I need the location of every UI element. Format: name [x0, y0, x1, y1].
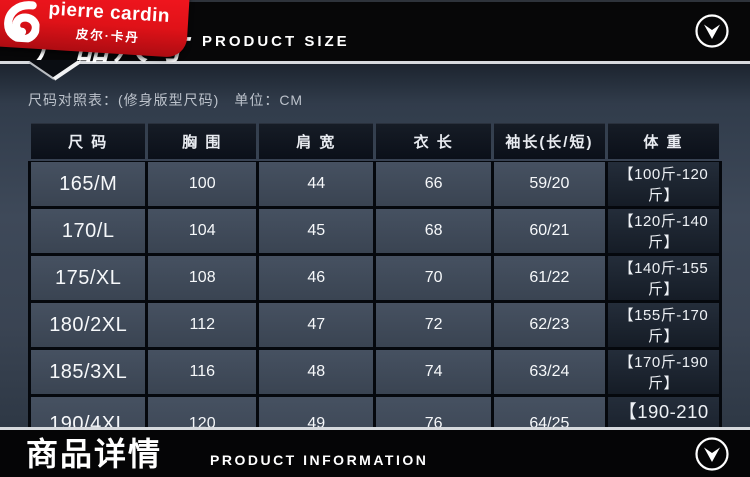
cell-size: 175/XL	[31, 256, 146, 300]
col-header-size: 尺 码	[31, 123, 146, 159]
cell-sleeve: 59/20	[493, 162, 605, 206]
cell-weight: 【140斤-155斤】	[607, 256, 719, 300]
table-row: 165/M 100 44 66 59/20 【100斤-120斤】	[31, 162, 719, 206]
table-row: 180/2XL 112 47 72 62/23 【155斤-170斤】	[31, 303, 719, 347]
cell-sleeve: 60/21	[493, 209, 605, 253]
cell-chest: 108	[148, 256, 257, 300]
table-row: 185/3XL 116 48 74 63/24 【170斤-190斤】	[31, 350, 719, 394]
section-title-en: PRODUCT SIZE	[202, 33, 350, 50]
cell-shoulder: 48	[259, 350, 374, 394]
scroll-down-button[interactable]	[694, 436, 730, 472]
table-row: 170/L 104 45 68 60/21 【120斤-140斤】	[31, 209, 719, 253]
size-table: 尺 码 胸 围 肩 宽 衣 长 袖长(长/短) 体 重 165/M 100 44…	[28, 120, 722, 454]
col-header-length: 衣 长	[376, 123, 491, 159]
cell-length: 74	[376, 350, 491, 394]
cell-size: 185/3XL	[31, 350, 146, 394]
cell-shoulder: 44	[259, 162, 374, 206]
size-table-section: 尺码对照表：(修身版型尺码) 单位：CM 尺 码 胸 围 肩 宽 衣 长 袖长(…	[0, 64, 750, 477]
bottom-banner: 商品详情 PRODUCT INFORMATION	[0, 427, 750, 477]
scroll-down-button[interactable]	[694, 13, 730, 49]
chevron-down-icon	[695, 14, 729, 48]
footer-title-en: PRODUCT INFORMATION	[210, 451, 429, 468]
ribbon-notch-icon	[28, 60, 80, 81]
cell-length: 72	[376, 303, 491, 347]
pierre-cardin-logo-icon	[4, 1, 40, 44]
col-header-shoulder: 肩 宽	[259, 123, 374, 159]
cell-length: 66	[376, 162, 491, 206]
cell-size: 180/2XL	[31, 303, 146, 347]
footer-title-cn: 商品详情	[26, 435, 163, 472]
table-header-row: 尺 码 胸 围 肩 宽 衣 长 袖长(长/短) 体 重	[31, 123, 719, 159]
cell-sleeve: 63/24	[493, 350, 605, 394]
col-header-weight: 体 重	[607, 123, 719, 159]
cell-shoulder: 46	[259, 256, 374, 300]
cell-size: 170/L	[31, 209, 146, 253]
table-subtitle: 尺码对照表：(修身版型尺码) 单位：CM	[28, 92, 304, 108]
chevron-down-icon	[695, 436, 729, 471]
cell-chest: 100	[148, 162, 257, 206]
brand-text: pierre cardin 皮尔·卡丹	[47, 0, 171, 48]
cell-chest: 104	[148, 209, 257, 253]
cell-shoulder: 47	[259, 303, 374, 347]
cell-sleeve: 61/22	[493, 256, 605, 300]
col-header-chest: 胸 围	[148, 123, 257, 159]
cell-chest: 112	[148, 303, 257, 347]
cell-size: 165/M	[31, 162, 146, 206]
cell-sleeve: 62/23	[493, 303, 605, 347]
cell-chest: 116	[148, 350, 257, 394]
cell-length: 68	[376, 209, 491, 253]
top-banner: 产品尺寸 pierre cardin 皮尔·卡丹 PRODUCT SIZE	[0, 0, 750, 81]
table-row: 175/XL 108 46 70 61/22 【140斤-155斤】	[31, 256, 719, 300]
cell-weight: 【100斤-120斤】	[607, 162, 719, 206]
brand-ribbon: pierre cardin 皮尔·卡丹	[0, 0, 190, 59]
cell-length: 70	[376, 256, 491, 300]
cell-weight: 【155斤-170斤】	[607, 303, 719, 347]
cell-weight: 【170斤-190斤】	[607, 350, 719, 394]
cell-shoulder: 45	[259, 209, 374, 253]
col-header-sleeve: 袖长(长/短)	[493, 123, 605, 159]
cell-weight: 【120斤-140斤】	[607, 209, 719, 253]
